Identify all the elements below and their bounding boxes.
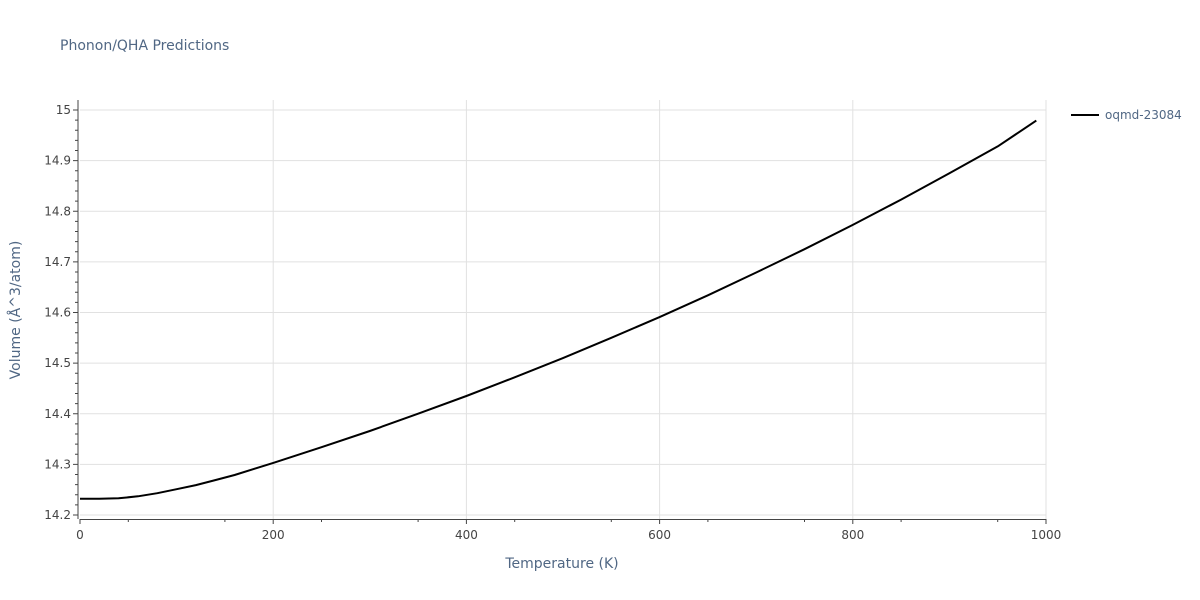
x-tick-label: 0 [76, 528, 84, 542]
y-tick-label: 14.7 [44, 255, 71, 269]
y-axis-title: Volume (Å^3/atom) [7, 241, 24, 380]
y-tick-label: 14.3 [44, 457, 71, 471]
x-tick-label: 400 [455, 528, 478, 542]
series-line [80, 119, 1037, 500]
x-tick-label: 1000 [1031, 528, 1062, 542]
y-tick-label: 14.6 [44, 306, 71, 320]
x-tick-label: 200 [262, 528, 285, 542]
y-tick-label: 14.2 [44, 508, 71, 522]
axes-layer [73, 100, 1047, 524]
x-axis-title: Temperature (K) [504, 556, 618, 572]
y-tick-label: 15 [56, 103, 71, 117]
x-tick-label: 600 [648, 528, 671, 542]
y-tick-label: 14.8 [44, 204, 71, 218]
labels-layer: 0 200 400 600 800 1000 14.2 14.3 14.4 14.5 14.6 14.… [44, 103, 1061, 542]
y-tick-label: 14.5 [44, 356, 71, 370]
chart-title: Phonon/QHA Predictions [60, 38, 229, 54]
x-tick-label: 800 [841, 528, 864, 542]
grid-layer [80, 100, 1047, 519]
series-layer [80, 119, 1037, 500]
y-tick-label: 14.9 [44, 154, 71, 168]
legend-label: oqmd-23084 [1105, 108, 1182, 122]
legend[interactable]: oqmd-23084 [1071, 108, 1182, 122]
y-tick-label: 14.4 [44, 407, 71, 421]
